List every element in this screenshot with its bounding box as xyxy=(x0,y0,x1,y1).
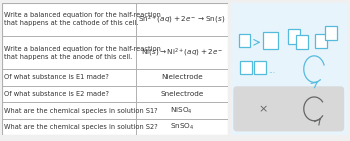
Text: ×: × xyxy=(259,104,268,114)
Text: Write a balanced equation for the half-reaction
that happens at the cathode of t: Write a balanced equation for the half-r… xyxy=(4,12,161,26)
Text: What are the chemical species in solution S2?: What are the chemical species in solutio… xyxy=(4,124,158,130)
Bar xyxy=(239,34,250,47)
Text: Of what substance is E1 made?: Of what substance is E1 made? xyxy=(4,74,109,80)
Bar xyxy=(288,29,300,44)
Bar xyxy=(324,26,337,40)
Text: Write a balanced equation for the half-reaction
that happens at the anode of thi: Write a balanced equation for the half-r… xyxy=(4,46,161,60)
Bar xyxy=(254,61,266,74)
Text: ...: ... xyxy=(268,66,275,75)
Text: Of what substance is E2 made?: Of what substance is E2 made? xyxy=(4,91,109,97)
Text: $\mathrm{NiSO}_4$: $\mathrm{NiSO}_4$ xyxy=(170,105,193,116)
Text: Nielectrode: Nielectrode xyxy=(161,74,203,80)
Text: Snelectrode: Snelectrode xyxy=(160,91,203,97)
Bar xyxy=(240,61,252,74)
Bar xyxy=(315,34,327,48)
Text: $\mathrm{Ni}(s) \rightarrow \mathrm{Ni}^{2+}(aq) + 2e^-$: $\mathrm{Ni}(s) \rightarrow \mathrm{Ni}^… xyxy=(140,46,223,59)
Text: $\mathrm{SnSO}_4$: $\mathrm{SnSO}_4$ xyxy=(169,122,194,132)
FancyBboxPatch shape xyxy=(229,0,349,138)
Text: $\mathrm{Sn}^{2+}(aq) + 2e^- \rightarrow \mathrm{Sn}(s)$: $\mathrm{Sn}^{2+}(aq) + 2e^- \rightarrow… xyxy=(138,13,225,26)
Bar xyxy=(296,35,308,49)
Text: What are the chemical species in solution S1?: What are the chemical species in solutio… xyxy=(4,107,158,114)
FancyBboxPatch shape xyxy=(233,86,344,131)
Bar xyxy=(263,32,278,49)
